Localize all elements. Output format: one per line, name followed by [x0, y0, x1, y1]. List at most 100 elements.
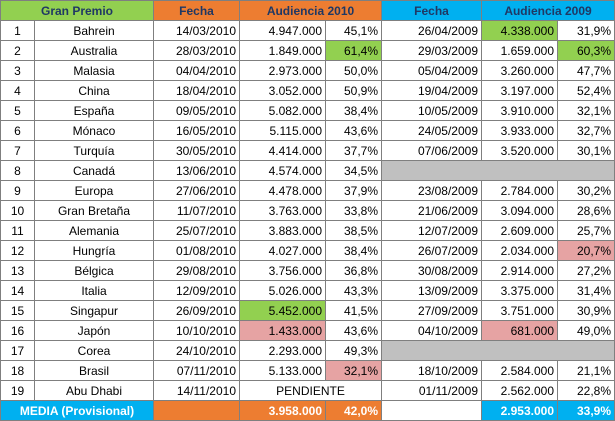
date-2009: 19/04/2009 [381, 80, 482, 101]
share-2010: 34,5% [325, 160, 382, 181]
header-audiencia-2010: Audiencia 2010 [239, 0, 382, 21]
share-2010: 38,4% [325, 240, 382, 261]
date-2010: 07/11/2010 [153, 360, 240, 381]
gp-name: Bahrein [34, 20, 154, 41]
share-2009: 31,9% [557, 20, 615, 41]
share-2009: 52,4% [557, 80, 615, 101]
audience-2009: 3.933.000 [481, 120, 558, 141]
audience-2010: 4.947.000 [239, 20, 326, 41]
share-2010: 49,3% [325, 340, 382, 361]
gp-name: España [34, 100, 154, 121]
row-number: 11 [0, 220, 35, 241]
row-number: 3 [0, 60, 35, 81]
table-row: 8 Canadá 13/06/2010 4.574.000 34,5% [0, 160, 615, 181]
no-race-2009 [381, 160, 615, 181]
table-row: 4 China 18/04/2010 3.052.000 50,9% 19/04/2009… [0, 80, 615, 101]
media-spacer-2009 [381, 400, 482, 421]
share-2010: 43,6% [325, 120, 382, 141]
media-audience-2009: 2.953.000 [481, 400, 558, 421]
date-2009: 12/07/2009 [381, 220, 482, 241]
header-row: Gran Premio Fecha Audiencia 2010 Fecha A… [0, 0, 615, 21]
audience-2009: 3.375.000 [481, 280, 558, 301]
gp-name: Turquía [34, 140, 154, 161]
table-row: 14 Italia 12/09/2010 5.026.000 43,3% 13/09/20… [0, 280, 615, 301]
share-2009: 20,7% [557, 240, 615, 261]
gp-name: Gran Bretaña [34, 200, 154, 221]
share-2009: 30,1% [557, 140, 615, 161]
audience-2010: 4.027.000 [239, 240, 326, 261]
date-2010: 04/04/2010 [153, 60, 240, 81]
row-number: 1 [0, 20, 35, 41]
header-fecha-2009: Fecha [381, 0, 482, 21]
audience-2010: 4.574.000 [239, 160, 326, 181]
table-row: 1 Bahrein 14/03/2010 4.947.000 45,1% 26/04/20… [0, 20, 615, 41]
share-2009: 31,4% [557, 280, 615, 301]
row-number: 14 [0, 280, 35, 301]
share-2010: 37,9% [325, 180, 382, 201]
date-2010: 27/06/2010 [153, 180, 240, 201]
gp-name: Malasia [34, 60, 154, 81]
date-2010: 14/03/2010 [153, 20, 240, 41]
date-2010: 12/09/2010 [153, 280, 240, 301]
row-number: 13 [0, 260, 35, 281]
audience-2010: 3.756.000 [239, 260, 326, 281]
date-2009: 10/05/2009 [381, 100, 482, 121]
date-2010: 10/10/2010 [153, 320, 240, 341]
date-2009: 23/08/2009 [381, 180, 482, 201]
row-number: 7 [0, 140, 35, 161]
date-2010: 11/07/2010 [153, 200, 240, 221]
share-2009: 49,0% [557, 320, 615, 341]
row-number: 8 [0, 160, 35, 181]
gp-name: Singapur [34, 300, 154, 321]
audience-2010: 4.414.000 [239, 140, 326, 161]
audience-2009: 3.197.000 [481, 80, 558, 101]
date-2010: 25/07/2010 [153, 220, 240, 241]
gp-name: Japón [34, 320, 154, 341]
audience-2009: 2.784.000 [481, 180, 558, 201]
media-share-2010: 42,0% [325, 400, 382, 421]
row-number: 4 [0, 80, 35, 101]
audience-2009: 2.034.000 [481, 240, 558, 261]
table-row: 15 Singapur 26/09/2010 5.452.000 41,5% 27/09/… [0, 300, 615, 321]
audience-2009: 2.584.000 [481, 360, 558, 381]
audience-2010: 2.973.000 [239, 60, 326, 81]
share-2010: 61,4% [325, 40, 382, 61]
share-2010: 33,8% [325, 200, 382, 221]
share-2010: 45,1% [325, 20, 382, 41]
row-number: 17 [0, 340, 35, 361]
share-2010: 43,3% [325, 280, 382, 301]
table-row: 6 Mónaco 16/05/2010 5.115.000 43,6% 24/05/200… [0, 120, 615, 141]
share-2009: 22,8% [557, 380, 615, 401]
date-2010: 30/05/2010 [153, 140, 240, 161]
gp-name: Corea [34, 340, 154, 361]
gp-name: Abu Dhabi [34, 380, 154, 401]
row-number: 2 [0, 40, 35, 61]
header-audiencia-2009: Audiencia 2009 [481, 0, 615, 21]
table-row: 9 Europa 27/06/2010 4.478.000 37,9% 23/08/200… [0, 180, 615, 201]
table-row: 11 Alemania 25/07/2010 3.883.000 38,5% 12/07/… [0, 220, 615, 241]
audience-2010: 3.763.000 [239, 200, 326, 221]
share-2009: 21,1% [557, 360, 615, 381]
audience-2009: 2.562.000 [481, 380, 558, 401]
date-2010: 29/08/2010 [153, 260, 240, 281]
audience-2009: 681.000 [481, 320, 558, 341]
date-2009: 27/09/2009 [381, 300, 482, 321]
audience-2009: 3.910.000 [481, 100, 558, 121]
share-2010: 41,5% [325, 300, 382, 321]
date-2010: 18/04/2010 [153, 80, 240, 101]
media-share-2009: 33,9% [557, 400, 615, 421]
row-number: 15 [0, 300, 35, 321]
date-2009: 05/04/2009 [381, 60, 482, 81]
date-2010: 24/10/2010 [153, 340, 240, 361]
gp-name: Alemania [34, 220, 154, 241]
date-2009: 01/11/2009 [381, 380, 482, 401]
date-2009: 30/08/2009 [381, 260, 482, 281]
row-number: 10 [0, 200, 35, 221]
date-2009: 07/06/2009 [381, 140, 482, 161]
audience-2009: 2.609.000 [481, 220, 558, 241]
media-audience-2010: 3.958.000 [239, 400, 326, 421]
date-2010: 26/09/2010 [153, 300, 240, 321]
date-2010: 13/06/2010 [153, 160, 240, 181]
date-2009: 29/03/2009 [381, 40, 482, 61]
date-2009: 21/06/2009 [381, 200, 482, 221]
